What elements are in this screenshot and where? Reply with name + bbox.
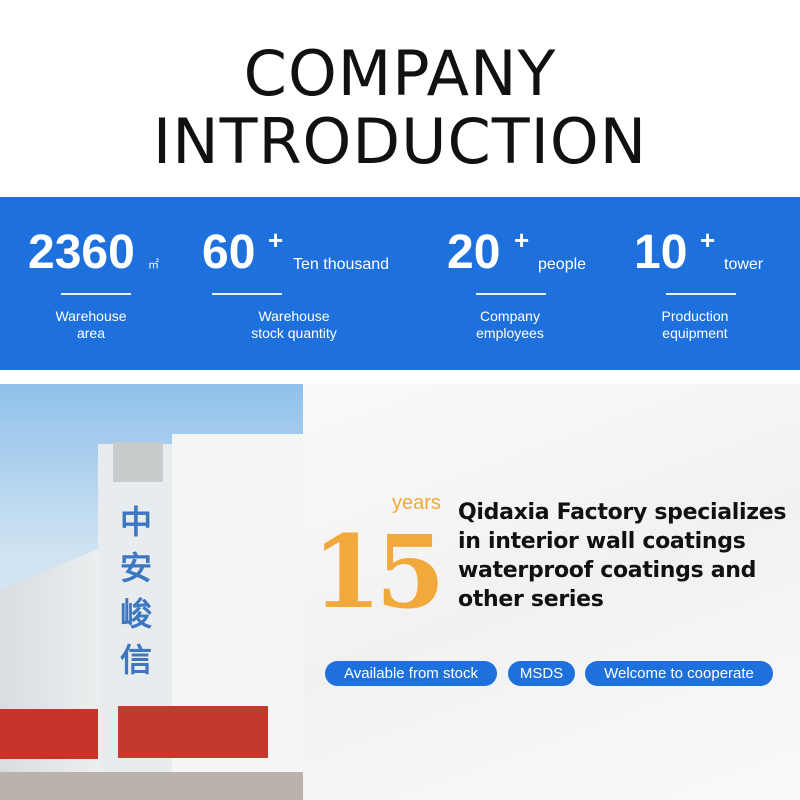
sign-char: 中 bbox=[119, 503, 152, 541]
label-line: stock quantity bbox=[251, 325, 337, 341]
container-right bbox=[118, 706, 268, 758]
company-description: Qidaxia Factory specializes in interior … bbox=[458, 500, 787, 612]
stat-value: 10 bbox=[634, 226, 688, 279]
label-line: Warehouse bbox=[55, 308, 127, 324]
divider bbox=[666, 293, 736, 295]
factory-photo: 中安峻信 bbox=[0, 384, 303, 800]
tag-welcome-to-cooperate: Welcome to cooperate bbox=[585, 661, 773, 686]
sign-char: 峻 bbox=[119, 595, 152, 633]
stat-value: 60 bbox=[202, 226, 256, 279]
stat-plus: + bbox=[268, 225, 284, 255]
stat-label: Company employees bbox=[440, 308, 580, 342]
tag-available-from-stock: Available from stock bbox=[325, 661, 497, 686]
intro-panel bbox=[303, 384, 800, 800]
building-rooftop bbox=[113, 442, 163, 482]
stats-band: 2360 ㎡ Warehouse area 60 + Ten thousand W… bbox=[0, 197, 800, 370]
label-line: Warehouse bbox=[258, 308, 330, 324]
sign-char: 安 bbox=[119, 549, 152, 587]
title-line-1: COMPANY bbox=[243, 37, 557, 110]
years-label: years bbox=[392, 492, 441, 514]
label-line: Production bbox=[661, 308, 729, 324]
stat-unit: people bbox=[538, 256, 587, 273]
page-title: COMPANY INTRODUCTION bbox=[0, 40, 800, 176]
divider bbox=[476, 293, 546, 295]
stat-label: Warehouse area bbox=[21, 308, 161, 342]
building-sign: 中安峻信 bbox=[116, 499, 156, 683]
title-line-2: INTRODUCTION bbox=[152, 105, 648, 178]
divider bbox=[61, 293, 131, 295]
stat-label: Production equipment bbox=[625, 308, 765, 342]
label-line: Company bbox=[480, 308, 540, 324]
label-line: area bbox=[76, 325, 106, 341]
stat-plus: + bbox=[514, 225, 530, 255]
stat-value: 20 bbox=[447, 226, 501, 279]
tag-msds: MSDS bbox=[508, 661, 575, 686]
sign-char: 信 bbox=[119, 641, 152, 679]
years-number: 15 bbox=[312, 513, 445, 631]
ground bbox=[0, 772, 303, 800]
divider bbox=[212, 293, 282, 295]
stat-unit: Ten thousand bbox=[293, 256, 390, 273]
stat-plus: + bbox=[700, 225, 716, 255]
container-left bbox=[0, 709, 98, 759]
stat-label: Warehouse stock quantity bbox=[224, 308, 364, 342]
label-line: equipment bbox=[662, 325, 728, 341]
stat-value: 2360 bbox=[28, 226, 135, 279]
stat-unit: ㎡ bbox=[148, 259, 159, 271]
label-line: employees bbox=[476, 325, 544, 341]
stat-unit: tower bbox=[724, 256, 764, 273]
